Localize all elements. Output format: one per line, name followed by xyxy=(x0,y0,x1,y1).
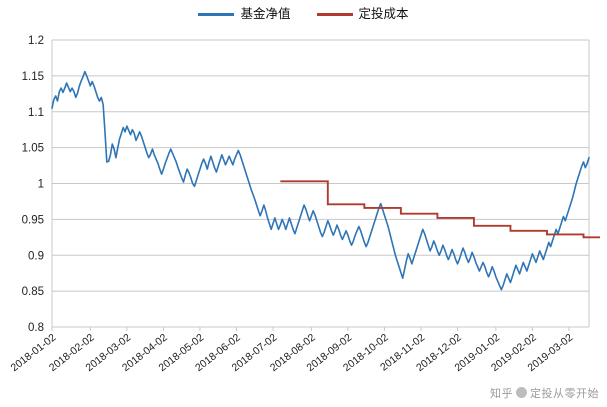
legend-item-nav: 基金净值 xyxy=(198,7,291,21)
y-axis-tick-label: 1.1 xyxy=(28,107,44,119)
y-axis-tick-label: 1.05 xyxy=(22,143,44,155)
chart-legend: 基金净值 定投成本 xyxy=(0,8,607,21)
y-axis-tick-label: 0.8 xyxy=(28,322,44,334)
watermark-left: 知乎 xyxy=(490,388,513,400)
y-axis-tick-label: 1 xyxy=(38,179,44,191)
watermark-logo-icon xyxy=(516,387,527,398)
y-axis-tick-label: 0.85 xyxy=(22,286,44,298)
legend-swatch-cost xyxy=(316,12,353,16)
legend-label-cost: 定投成本 xyxy=(358,7,409,21)
series-line-fund-nav xyxy=(51,70,590,291)
watermark-right: 定投从零开始 xyxy=(530,388,599,400)
y-axis-tick-label: 1.15 xyxy=(22,71,44,83)
y-axis-tick-label: 0.9 xyxy=(28,250,44,262)
watermark: 知乎 定投从零开始 xyxy=(490,385,599,401)
legend-item-cost: 定投成本 xyxy=(316,7,409,21)
series-line-investment-cost xyxy=(280,180,600,239)
legend-label-nav: 基金净值 xyxy=(240,7,291,21)
legend-swatch-nav xyxy=(198,12,235,16)
y-axis-tick-label: 0.95 xyxy=(22,214,44,226)
y-axis-tick-label: 1.2 xyxy=(28,35,44,47)
